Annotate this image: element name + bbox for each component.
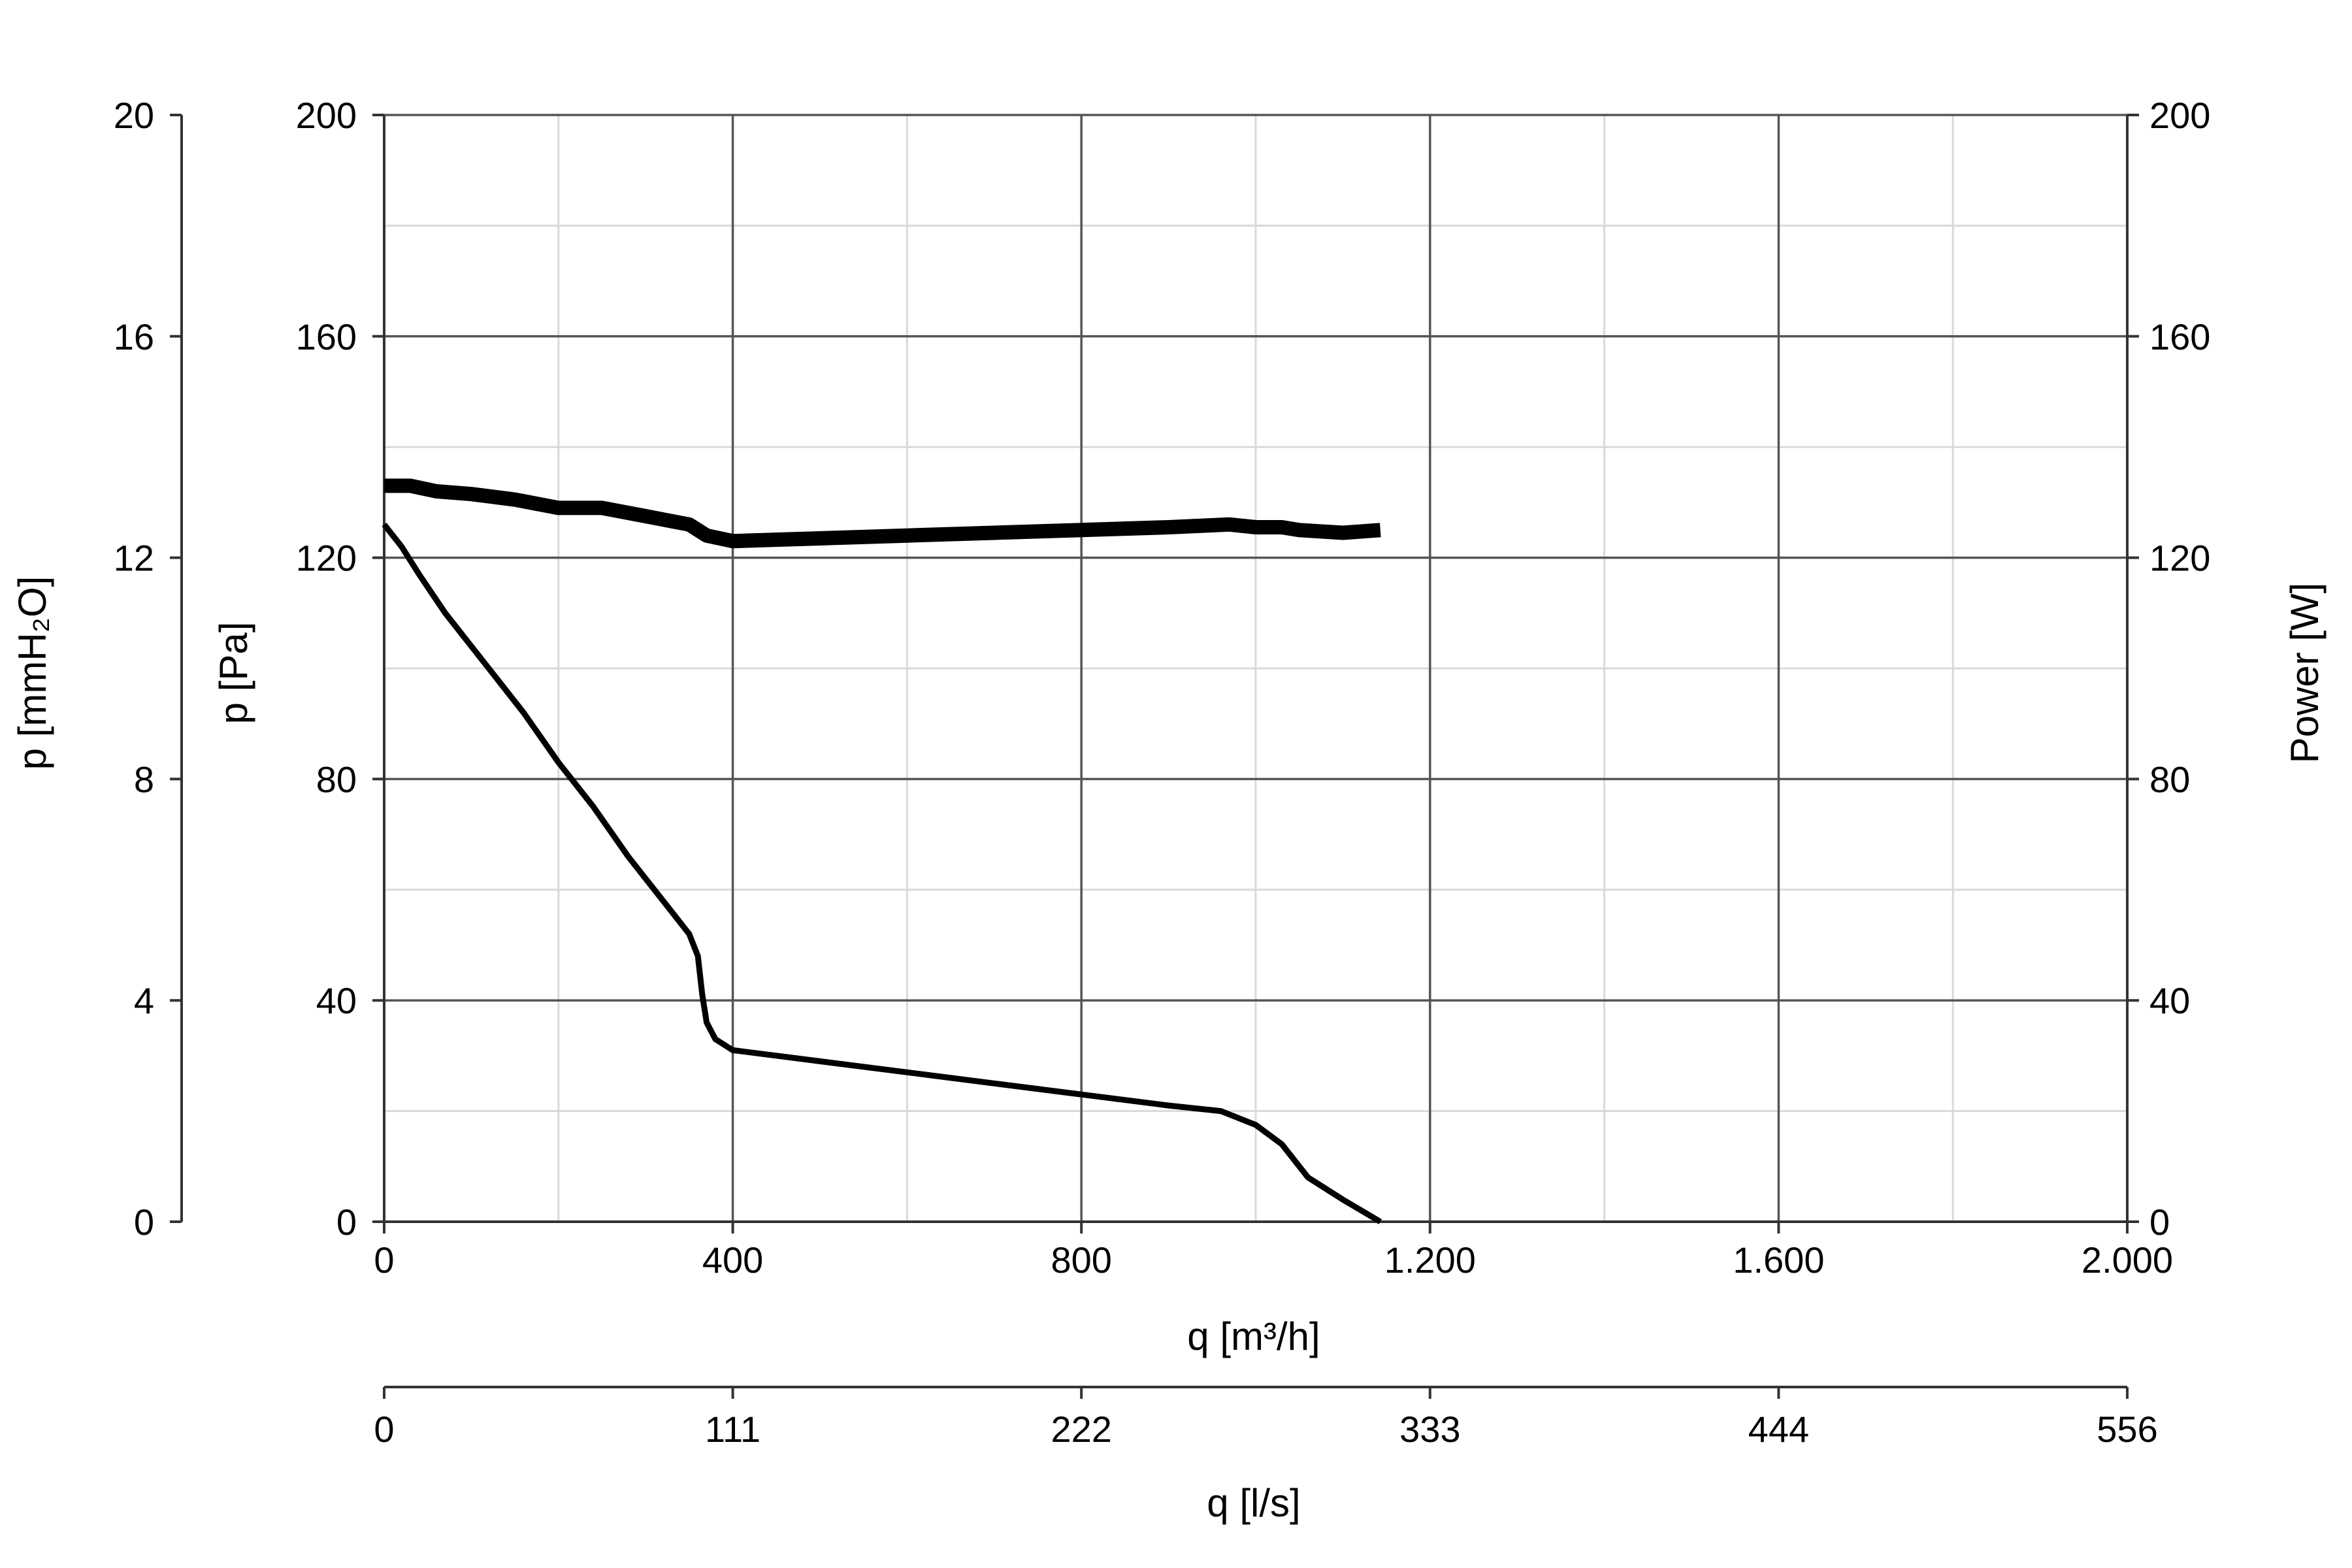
x-tick-label: 800	[1051, 1239, 1111, 1281]
y2-tick-label: 160	[2149, 316, 2210, 357]
y-tick-label: 80	[316, 759, 357, 800]
y-tick-label: 40	[316, 980, 357, 1021]
x-tick-label: 1.600	[1733, 1239, 1824, 1281]
x-axis-title: q [m³/h]	[1187, 1315, 1320, 1358]
y-mmh2o-tick-label: 12	[114, 538, 154, 579]
y2-tick-label: 120	[2149, 538, 2210, 579]
x2-tick-label: 333	[1399, 1409, 1460, 1450]
y-mmh2o-tick-label: 4	[134, 980, 154, 1021]
y2-tick-label: 200	[2149, 95, 2210, 136]
y-mmh2o-tick-label: 0	[134, 1201, 154, 1243]
y-tick-label: 200	[296, 95, 357, 136]
x-tick-label: 0	[374, 1239, 394, 1281]
x2-tick-label: 111	[705, 1409, 760, 1450]
y2-tick-label: 40	[2149, 980, 2190, 1021]
minor-gridlines	[384, 115, 2127, 1222]
x2-axis-title: q [l/s]	[1207, 1481, 1300, 1525]
y-tick-label: 0	[336, 1201, 357, 1243]
x2-tick-label: 444	[1748, 1409, 1809, 1450]
x2-tick-label: 0	[374, 1409, 394, 1450]
power-curve	[384, 478, 1381, 549]
x-tick-label: 400	[702, 1239, 763, 1281]
y-axis-title: p [Pa]	[212, 622, 255, 725]
y-mmh2o-axis-title: p [mmH₂O]	[10, 576, 54, 770]
y-tick-label: 120	[296, 538, 357, 579]
data-series	[382, 478, 1382, 1224]
x2-tick-label: 556	[2097, 1409, 2157, 1450]
axes	[170, 114, 2139, 1399]
y2-tick-label: 80	[2149, 759, 2190, 800]
x-tick-label: 1.200	[1384, 1239, 1476, 1281]
y2-axis-title: Power [W]	[2283, 583, 2327, 764]
x-tick-label: 2.000	[2082, 1239, 2173, 1281]
pressure-curve	[382, 523, 1382, 1224]
y-tick-label: 160	[296, 316, 357, 357]
y-mmh2o-tick-label: 16	[114, 316, 154, 357]
y-mmh2o-tick-label: 8	[134, 759, 154, 800]
y-mmh2o-tick-label: 20	[114, 95, 154, 136]
y2-tick-label: 0	[2149, 1201, 2170, 1243]
x2-tick-label: 222	[1051, 1409, 1111, 1450]
